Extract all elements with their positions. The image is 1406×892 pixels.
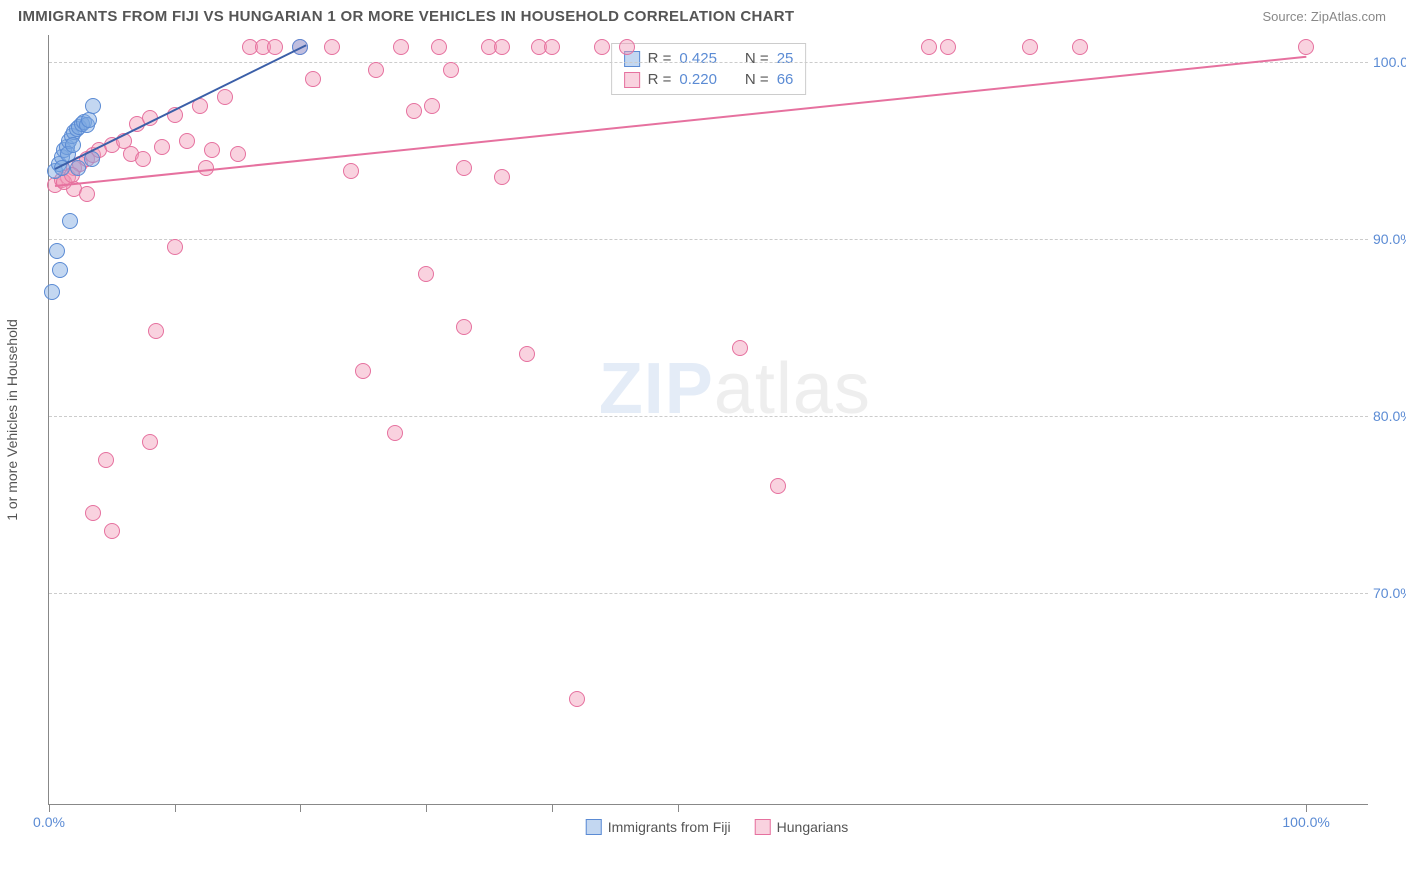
watermark-zip: ZIP [599,349,714,429]
data-point-hungarian [148,323,164,339]
data-point-hungarian [324,39,340,55]
legend-swatch-fiji [586,819,602,835]
data-point-hungarian [368,62,384,78]
data-point-hungarian [594,39,610,55]
x-tick [678,804,679,812]
data-point-fiji [49,243,65,259]
data-point-hungarian [355,363,371,379]
stats-row-fiji: R = 0.425 N = 25 [624,48,794,69]
data-point-hungarian [393,39,409,55]
data-point-hungarian [443,62,459,78]
stats-N-label: N = [745,71,769,88]
data-point-hungarian [387,425,403,441]
stats-N-value-hungarian: 66 [777,71,794,88]
stats-N-value-fiji: 25 [777,50,794,67]
data-point-hungarian [569,691,585,707]
data-point-fiji [65,137,81,153]
stats-R-label: R = [648,71,672,88]
data-point-hungarian [431,39,447,55]
data-point-hungarian [1022,39,1038,55]
data-point-hungarian [167,239,183,255]
data-point-hungarian [142,434,158,450]
chart-wrap: 1 or more Vehicles in Household ZIPatlas… [48,35,1386,805]
data-point-hungarian [154,139,170,155]
x-tick [175,804,176,812]
stats-R-value-hungarian: 0.220 [679,71,717,88]
data-point-hungarian [456,160,472,176]
data-point-hungarian [519,346,535,362]
x-tick [426,804,427,812]
data-point-hungarian [85,505,101,521]
y-tick-label: 100.0% [1373,54,1406,70]
stats-row-hungarian: R = 0.220 N = 66 [624,69,794,90]
watermark-atlas: atlas [714,349,871,429]
grid-line [49,62,1368,63]
legend-label-hungarian: Hungarians [777,819,849,835]
y-tick-label: 80.0% [1373,408,1406,424]
x-tick [300,804,301,812]
data-point-hungarian [418,266,434,282]
data-point-hungarian [619,39,635,55]
data-point-hungarian [305,71,321,87]
data-point-hungarian [1072,39,1088,55]
data-point-fiji [81,112,97,128]
data-point-fiji [44,284,60,300]
data-point-hungarian [494,169,510,185]
chart-title: IMMIGRANTS FROM FIJI VS HUNGARIAN 1 OR M… [18,8,794,25]
y-tick-label: 70.0% [1373,585,1406,601]
data-point-hungarian [544,39,560,55]
data-point-hungarian [424,98,440,114]
data-point-hungarian [406,103,422,119]
grid-line [49,239,1368,240]
legend-item-fiji: Immigrants from Fiji [586,819,731,835]
data-point-hungarian [204,142,220,158]
bottom-legend: Immigrants from Fiji Hungarians [586,819,849,835]
legend-swatch-hungarian [624,72,640,88]
data-point-fiji [85,98,101,114]
data-point-hungarian [494,39,510,55]
plot-area: ZIPatlas R =0.425N =25R =0.220N =66 70.0… [48,35,1368,805]
data-point-hungarian [179,133,195,149]
grid-line [49,593,1368,594]
data-point-hungarian [98,452,114,468]
stats-R-label: R = [648,50,672,67]
data-point-fiji [52,262,68,278]
title-bar: IMMIGRANTS FROM FIJI VS HUNGARIAN 1 OR M… [0,0,1406,29]
data-point-hungarian [732,340,748,356]
data-point-hungarian [921,39,937,55]
data-point-hungarian [940,39,956,55]
x-tick-label: 0.0% [33,814,65,830]
data-point-hungarian [343,163,359,179]
data-point-hungarian [267,39,283,55]
y-axis-label: 1 or more Vehicles in Household [4,319,20,521]
stats-N-label: N = [745,50,769,67]
y-tick-label: 90.0% [1373,231,1406,247]
data-point-fiji [62,213,78,229]
grid-line [49,416,1368,417]
source-label: Source: ZipAtlas.com [1262,9,1386,24]
data-point-hungarian [1298,39,1314,55]
data-point-hungarian [135,151,151,167]
data-point-hungarian [770,478,786,494]
stats-box: R = 0.425 N = 25 R = 0.220 N = 66 [611,43,807,95]
stats-R-value-fiji: 0.425 [679,50,717,67]
legend-swatch-hungarian [755,819,771,835]
data-point-hungarian [230,146,246,162]
data-point-hungarian [217,89,233,105]
x-tick [1306,804,1307,812]
data-point-hungarian [104,523,120,539]
watermark: ZIPatlas [599,348,871,430]
x-tick-label: 100.0% [1282,814,1329,830]
data-point-hungarian [79,186,95,202]
legend-item-hungarian: Hungarians [755,819,849,835]
legend-label-fiji: Immigrants from Fiji [608,819,731,835]
x-tick [49,804,50,812]
data-point-hungarian [456,319,472,335]
x-tick [552,804,553,812]
